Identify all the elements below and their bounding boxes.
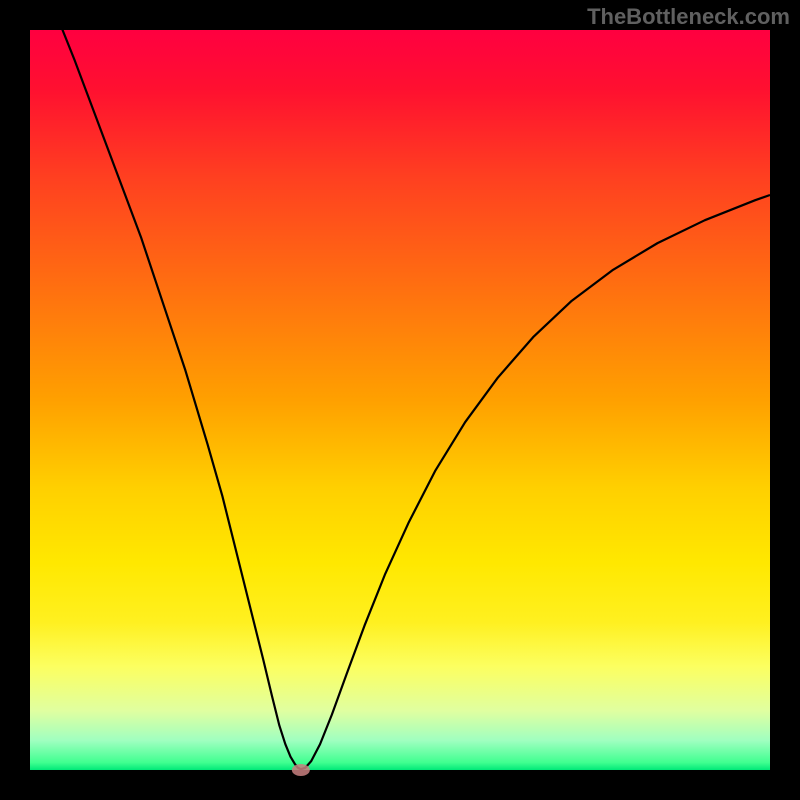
optimum-marker xyxy=(292,764,310,776)
chart-root: TheBottleneck.com xyxy=(0,0,800,800)
plot-area xyxy=(30,30,770,770)
bottleneck-curve-path xyxy=(60,23,770,770)
bottleneck-curve-svg xyxy=(30,30,770,770)
watermark-text: TheBottleneck.com xyxy=(587,4,790,30)
